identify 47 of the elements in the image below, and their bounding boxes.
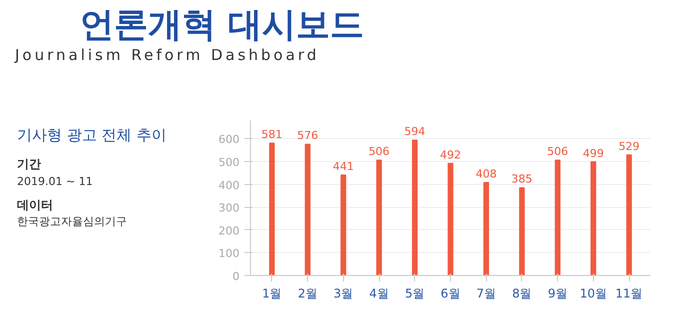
bar [304,144,310,276]
chart-subtitle: Journalism Reform Dashboard [15,45,320,66]
text: 기간 [17,156,42,174]
text: 기사형 광고 전체 추이 [17,125,166,146]
bar [269,142,275,276]
y-tick-label: 0 [232,270,240,283]
bar [376,160,382,276]
bar [483,182,490,276]
data-label: 499 [582,146,604,160]
data-label: 408 [476,168,497,180]
text: 한국광고자율심의기구 [17,214,128,230]
x-tick-label: 8월 [512,286,532,300]
x-tick-label: 11월 [615,286,643,300]
x-tick-label: 9월 [548,286,568,300]
x-tick-label: 6월 [440,286,460,300]
y-tick-label: 300 [218,202,240,215]
data-label: 506 [547,145,568,158]
bar [626,154,632,276]
text: 데이터 [17,197,54,214]
x-tick-label: 7월 [476,286,496,300]
data-label: 385 [511,172,532,186]
y-tick-label: 500 [218,156,240,170]
bar [519,187,525,276]
data-label: 441 [332,160,354,173]
text: 2019.01 ~ 11 [17,174,94,190]
x-tick-label: 1월 [262,286,282,300]
bar [590,161,596,276]
y-tick-label: 100 [218,247,240,260]
data-label: 529 [618,140,640,153]
data-label: 492 [440,148,461,162]
data-label: 576 [297,129,318,142]
chart-title: 언론개혁 대시보드 [80,5,364,45]
bar [340,174,346,276]
x-tick-label: 3월 [334,286,354,300]
y-tick-label: 600 [218,133,240,146]
x-tick-label: 2월 [298,286,318,300]
data-label: 581 [261,128,282,142]
y-tick-label: 200 [218,224,240,238]
bar [554,160,560,276]
data-label: 594 [404,125,426,138]
x-tick-label: 5월 [404,286,425,300]
data-label: 506 [368,145,390,158]
bar [448,162,454,276]
x-tick-label: 4월 [369,286,389,300]
x-tick-label: 10월 [580,286,608,300]
y-tick-label: 400 [218,178,240,192]
bar [412,140,418,276]
